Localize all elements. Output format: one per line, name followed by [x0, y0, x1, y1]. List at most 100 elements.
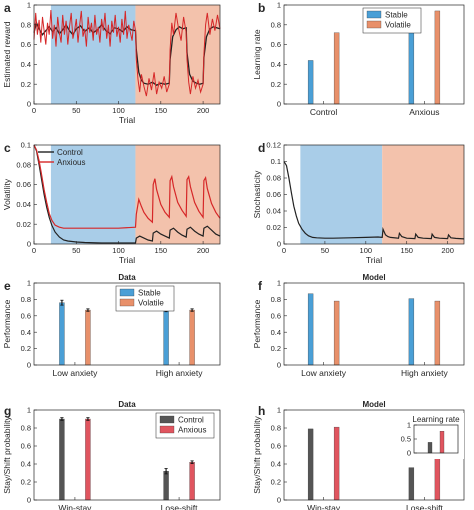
bar: [307, 293, 314, 366]
legend-label: Volatile: [385, 21, 411, 30]
series-line-0: [283, 161, 465, 240]
y-tick-label: 0.4: [21, 328, 31, 337]
y-tick-label: 0.4: [21, 60, 31, 69]
bar: [427, 442, 433, 454]
y-tick-label: 0.4: [21, 460, 31, 469]
panel-e: 0 0.2 0.4 0.6 0.8 1 Low anxiety High anxiety Per…: [2, 273, 221, 378]
x-tick-label: 0: [282, 246, 286, 255]
bar: [163, 471, 169, 501]
y-tick-label: 0: [277, 240, 281, 249]
phase-shading: [300, 145, 383, 244]
series-line-control: [33, 144, 221, 244]
legend-swatch: [366, 10, 382, 19]
y-tick-label: 0.6: [21, 442, 31, 451]
y-tick-label: 0.2: [21, 478, 31, 487]
y-tick-label: 0.8: [271, 424, 281, 433]
y-tick-label: 0.4: [271, 460, 281, 469]
bar: [85, 418, 91, 501]
bar: [85, 309, 91, 366]
panel-c: 0 0.02 0.04 0.06 0.08 0.1 0 50 100 150 200 Trial Vol…: [2, 141, 221, 265]
y-tick-label: 1: [27, 279, 31, 288]
phase-shading: [382, 145, 464, 244]
y-tick-label: 0.8: [271, 295, 281, 304]
y-tick-label: 1: [277, 406, 281, 415]
bar: [333, 300, 340, 366]
bar: [307, 428, 314, 501]
panel-label-e: e: [4, 279, 11, 293]
legend-label: Anxious: [178, 426, 206, 435]
x-tick-label: 100: [112, 106, 125, 115]
x-tick-label: 0: [32, 106, 36, 115]
x-tick-label: 200: [197, 246, 210, 255]
y-tick-label: 0.1: [21, 141, 31, 150]
x-tick-label: 150: [155, 106, 168, 115]
legend-swatch: [159, 415, 175, 424]
x-tick-label: High anxiety: [156, 368, 204, 378]
legend-swatch: [119, 298, 135, 307]
y-tick-label: 0.8: [21, 424, 31, 433]
x-tick-label: Lose-shift: [161, 503, 198, 510]
x-axis-label: Trial: [119, 255, 135, 265]
legend-swatch: [159, 425, 175, 434]
bar: [333, 426, 340, 501]
bar: [434, 10, 441, 105]
y-tick-label: 0.04: [266, 207, 281, 216]
y-axis-label: Estimated reward: [2, 21, 12, 87]
bar: [59, 418, 65, 501]
y-tick-label: 0: [27, 240, 31, 249]
axes-frame: [33, 4, 221, 105]
panel-label-d: d: [258, 141, 265, 155]
x-tick-label: 50: [72, 106, 80, 115]
y-tick-label: 0: [277, 100, 281, 109]
y-tick-label: 1: [277, 1, 281, 10]
x-tick-label: Win-stay: [307, 503, 341, 510]
legend-label: Volatile: [138, 299, 164, 308]
panel-b: 0 0.2 0.4 0.6 0.8 1 Control Anxious Learning rat…: [252, 1, 465, 117]
y-axis-label: Stochasticity: [252, 170, 262, 218]
panel-d: 0 0.02 0.04 0.06 0.08 0.1 0.12 0 50 100 150 200 Tria…: [252, 141, 465, 265]
y-tick-label: 1: [27, 406, 31, 415]
x-tick-label: 0: [32, 246, 36, 255]
y-tick-label: 1: [407, 421, 411, 430]
phase-shading: [135, 5, 220, 104]
x-tick-label: 50: [72, 246, 80, 255]
y-axis-label: Stay/Shift probability: [2, 416, 12, 494]
panel-label-f: f: [258, 279, 263, 293]
panel-h: 0 0.2 0.4 0.6 0.8 1 Win-stay Lose-shift Stay/Shi…: [252, 400, 465, 510]
y-axis-label: Volatility: [2, 178, 12, 210]
y-axis-label: Stay/Shift probability: [252, 416, 262, 494]
x-tick-label: Lose-shift: [406, 503, 443, 510]
y-tick-label: 0.02: [16, 220, 31, 229]
x-tick-label: Low anxiety: [52, 368, 98, 378]
legend-label: Control: [57, 148, 83, 157]
bar: [307, 60, 314, 105]
x-tick-label: Win-stay: [58, 503, 92, 510]
y-tick-label: 0.5: [401, 435, 411, 444]
x-tick-label: 50: [321, 246, 329, 255]
bar: [189, 309, 195, 366]
series-line-anxious: [33, 144, 221, 229]
y-tick-label: 1: [277, 279, 281, 288]
y-tick-label: 0: [277, 496, 281, 505]
y-tick-label: 0.12: [266, 141, 281, 150]
y-tick-label: 0.06: [266, 190, 281, 199]
bar: [163, 309, 169, 366]
y-tick-label: 0: [277, 361, 281, 370]
y-tick-label: 0: [407, 449, 411, 458]
y-axis-label: Performance: [252, 299, 262, 348]
x-tick-label: 150: [400, 246, 413, 255]
axes-frame: [283, 144, 465, 245]
y-tick-label: 0: [27, 100, 31, 109]
y-axis-label: Learning rate: [252, 29, 262, 79]
x-tick-label: 100: [112, 246, 125, 255]
y-tick-label: 0.1: [271, 157, 281, 166]
y-tick-label: 0.06: [16, 180, 31, 189]
y-tick-label: 0.6: [271, 442, 281, 451]
axes-frame: [33, 409, 221, 501]
